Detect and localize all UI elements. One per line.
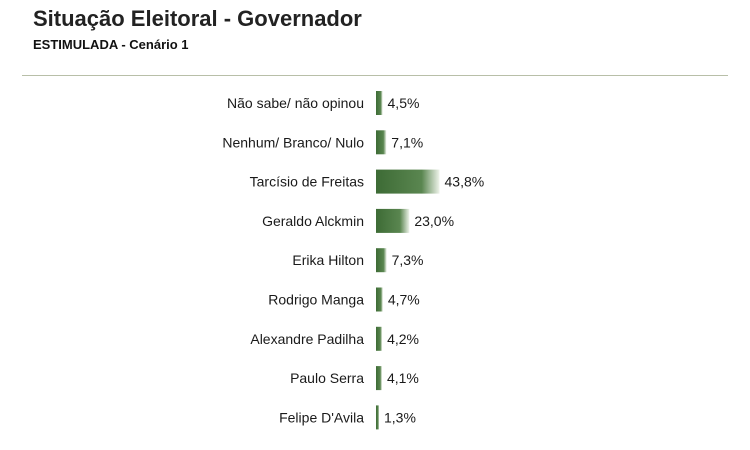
chart-subtitle: ESTIMULADA - Cenário 1 <box>33 37 189 52</box>
bar <box>376 169 440 194</box>
bar <box>376 326 383 351</box>
category-label: Erika Hilton <box>292 252 364 268</box>
bar <box>376 208 410 233</box>
data-label: 7,1% <box>391 134 423 150</box>
data-label: 4,2% <box>387 331 419 347</box>
category-label: Geraldo Alckmin <box>262 213 364 229</box>
bar <box>376 248 387 273</box>
category-label: Paulo Serra <box>290 370 364 386</box>
divider <box>22 75 728 76</box>
category-label: Nenhum/ Branco/ Nulo <box>222 134 364 150</box>
bar <box>376 91 383 115</box>
category-label: Felipe D'Avila <box>279 409 364 425</box>
data-label: 7,3% <box>392 252 424 268</box>
bar <box>376 130 387 155</box>
chart-title: Situação Eleitoral - Governador <box>33 6 362 31</box>
bars-layer: Não sabe/ não opinou 4,5% Nenhum/ Branco/ … <box>222 91 485 430</box>
data-label: 4,1% <box>387 370 419 386</box>
data-label: 4,5% <box>388 95 420 111</box>
data-label: 23,0% <box>414 213 454 229</box>
category-label: Alexandre Padilha <box>250 331 364 347</box>
bar <box>376 405 379 430</box>
bar <box>376 287 383 312</box>
category-label: Rodrigo Manga <box>268 292 364 308</box>
data-label: 4,7% <box>388 292 420 308</box>
data-label: 43,8% <box>445 174 485 190</box>
data-label: 1,3% <box>384 409 416 425</box>
category-label: Tarcísio de Freitas <box>250 174 364 190</box>
category-label: Não sabe/ não opinou <box>227 95 364 111</box>
bar <box>376 366 382 391</box>
